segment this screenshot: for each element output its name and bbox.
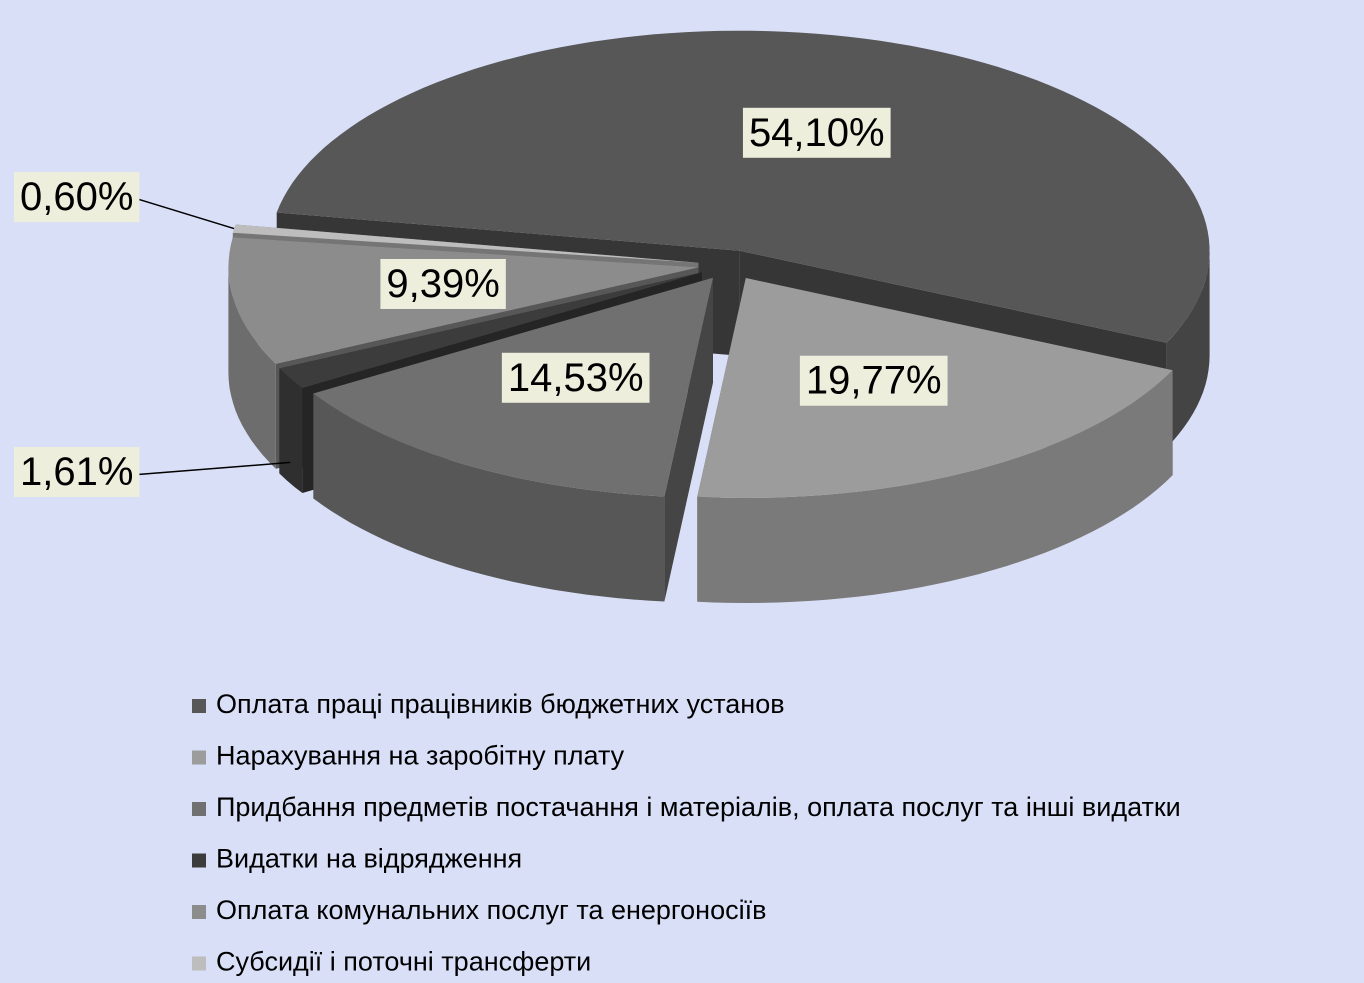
value-label: 19,77% (806, 359, 942, 403)
slice-wall (1166, 250, 1210, 448)
value-label-box (799, 355, 948, 406)
value-label: 54,10% (749, 111, 885, 155)
legend-label: Субсидії і поточні трансферти (216, 947, 591, 977)
leader-line (139, 198, 235, 230)
legend-marker (192, 853, 206, 868)
slice-top (232, 224, 699, 263)
value-label: 14,53% (508, 356, 644, 400)
value-label-box (742, 107, 891, 158)
slice-wall (228, 267, 276, 469)
legend-marker (192, 956, 206, 971)
legend-label: Видатки на відрядження (216, 844, 522, 874)
value-label-box (14, 446, 140, 497)
value-label: 1,61% (20, 450, 133, 494)
legend-label: Нарахування на заробітну плату (216, 741, 625, 771)
slice-top (276, 30, 1210, 343)
slice-wall (697, 370, 1173, 603)
legend-marker (192, 750, 206, 765)
value-label: 0,60% (20, 175, 133, 219)
value-label-box (14, 172, 140, 223)
slice-wall (279, 368, 303, 493)
leader-line (139, 461, 291, 476)
value-label-box (501, 352, 650, 403)
legend-label: Придбання предметів постачання і матеріа… (216, 792, 1181, 822)
value-label: 9,39% (386, 262, 499, 306)
legend-label: Оплата праці працівників бюджетних устан… (216, 689, 785, 719)
legend-marker (192, 699, 206, 713)
value-label-box (380, 258, 506, 309)
slice-wall (313, 393, 665, 602)
legend-marker (192, 905, 206, 919)
slice-top (279, 272, 702, 388)
legend-label: Оплата комунальних послуг та енергоносії… (216, 895, 766, 925)
legend-marker (192, 802, 206, 816)
